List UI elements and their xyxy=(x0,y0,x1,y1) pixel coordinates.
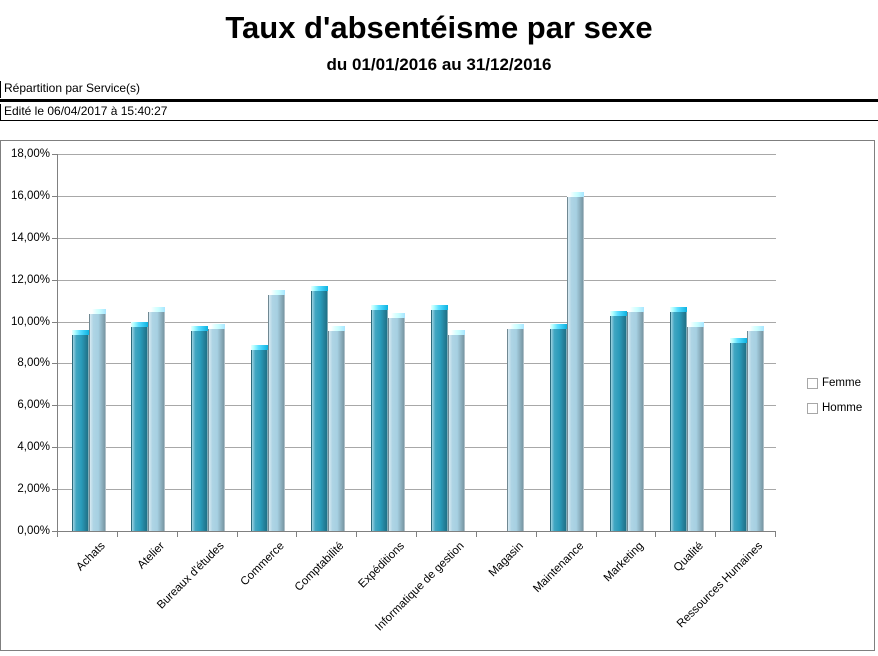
bar-homme xyxy=(148,306,166,531)
x-tick-mark xyxy=(356,531,358,537)
edited-timestamp: Edité le 06/04/2017 à 15:40:27 xyxy=(0,104,167,121)
x-tick-mark xyxy=(296,531,298,537)
y-tick-label: 8,00% xyxy=(17,357,50,370)
gridline xyxy=(58,321,776,323)
bar-homme xyxy=(447,329,465,531)
x-category-label-text: Expéditions xyxy=(356,540,407,591)
bar-femme xyxy=(191,325,209,531)
x-tick-mark xyxy=(535,531,537,537)
bar-homme xyxy=(88,308,106,531)
x-tick-mark xyxy=(715,531,717,537)
x-category-label-text: Magasin xyxy=(487,540,527,580)
y-tick-mark xyxy=(52,195,58,197)
bar-femme xyxy=(669,306,687,531)
y-tick-label: 6,00% xyxy=(17,399,50,412)
gridline xyxy=(58,154,776,155)
y-tick-label: 16,00% xyxy=(10,189,50,202)
y-tick-label: 14,00% xyxy=(10,231,50,244)
x-tick-mark xyxy=(475,531,477,537)
gridline xyxy=(58,363,776,365)
legend-label: Homme xyxy=(822,402,863,414)
gridline xyxy=(58,279,776,281)
bar-femme xyxy=(610,311,627,531)
divider-thin xyxy=(0,120,878,121)
bar-homme xyxy=(268,290,285,531)
bar-femme xyxy=(251,344,268,531)
bar-femme xyxy=(310,285,328,531)
bar-homme xyxy=(327,325,345,531)
y-tick-label: 18,00% xyxy=(10,148,50,160)
bar-femme xyxy=(370,304,388,531)
bar-homme xyxy=(686,321,704,531)
legend-item: Homme xyxy=(807,402,862,414)
y-tick-mark xyxy=(52,363,58,365)
bar-femme xyxy=(71,329,89,531)
chart-subtitle: du 01/01/2016 au 31/12/2016 xyxy=(326,55,552,74)
gridline xyxy=(58,489,776,491)
x-category-label-text: Marketing xyxy=(601,540,646,585)
y-tick-mark xyxy=(52,279,58,281)
bar-homme xyxy=(507,323,525,531)
y-tick-label: 12,00% xyxy=(10,273,50,286)
chart-container: 0,00% 2,00% 4,00% 6,00% 8,00% 10,00% 12,00% 14,… xyxy=(0,140,875,651)
bar-homme xyxy=(567,191,585,531)
x-category-label-text: Bureaux d'études xyxy=(155,540,228,612)
y-tick-mark xyxy=(52,405,58,407)
x-category-label-text: Maintenance xyxy=(531,540,587,596)
bar-femme xyxy=(550,323,568,531)
breakdown-label: Répartition par Service(s) xyxy=(0,81,140,98)
y-tick-mark xyxy=(52,321,58,323)
x-tick-mark xyxy=(595,531,597,537)
y-tick-mark xyxy=(52,154,58,155)
y-tick-mark xyxy=(52,237,58,239)
legend-item: Femme xyxy=(807,377,861,389)
x-category-label-text: Comptabilité xyxy=(293,540,347,594)
x-category-label-text: Achats xyxy=(74,540,108,574)
y-tick-label: 0,00% xyxy=(17,525,50,537)
legend-label: Femme xyxy=(822,377,861,389)
y-tick-mark xyxy=(52,447,58,449)
gridline xyxy=(58,405,776,407)
x-tick-mark xyxy=(416,531,417,537)
plot-area xyxy=(57,154,776,532)
bar-femme xyxy=(729,338,747,531)
gridline xyxy=(58,195,776,197)
bar-homme xyxy=(627,306,644,531)
bar-homme xyxy=(746,325,764,531)
x-category-label-text: Atelier xyxy=(135,540,168,572)
x-category-label-text: Commerce xyxy=(238,540,287,589)
bar-homme xyxy=(387,313,405,531)
x-tick-mark xyxy=(775,531,776,537)
y-tick-label: 2,00% xyxy=(17,483,50,496)
x-tick-mark xyxy=(57,531,58,537)
gridline xyxy=(58,237,776,239)
y-tick-label: 4,00% xyxy=(17,441,50,454)
y-tick-label: 10,00% xyxy=(10,315,50,328)
bar-femme xyxy=(131,321,149,531)
x-tick-mark xyxy=(236,531,238,537)
x-category-label-text: Qualité xyxy=(671,540,706,575)
gridline xyxy=(58,447,776,449)
divider-thick xyxy=(0,99,878,102)
legend-swatch-femme xyxy=(807,377,818,389)
bar-femme xyxy=(430,304,448,531)
legend-swatch-homme xyxy=(807,402,818,414)
chart-title: Taux d'absentéisme par sexe xyxy=(225,10,653,45)
x-tick-mark xyxy=(176,531,178,537)
bar-homme xyxy=(208,323,226,531)
y-tick-mark xyxy=(52,489,58,491)
y-tick-mark xyxy=(52,531,58,532)
x-tick-mark xyxy=(116,531,118,537)
x-tick-mark xyxy=(655,531,657,537)
